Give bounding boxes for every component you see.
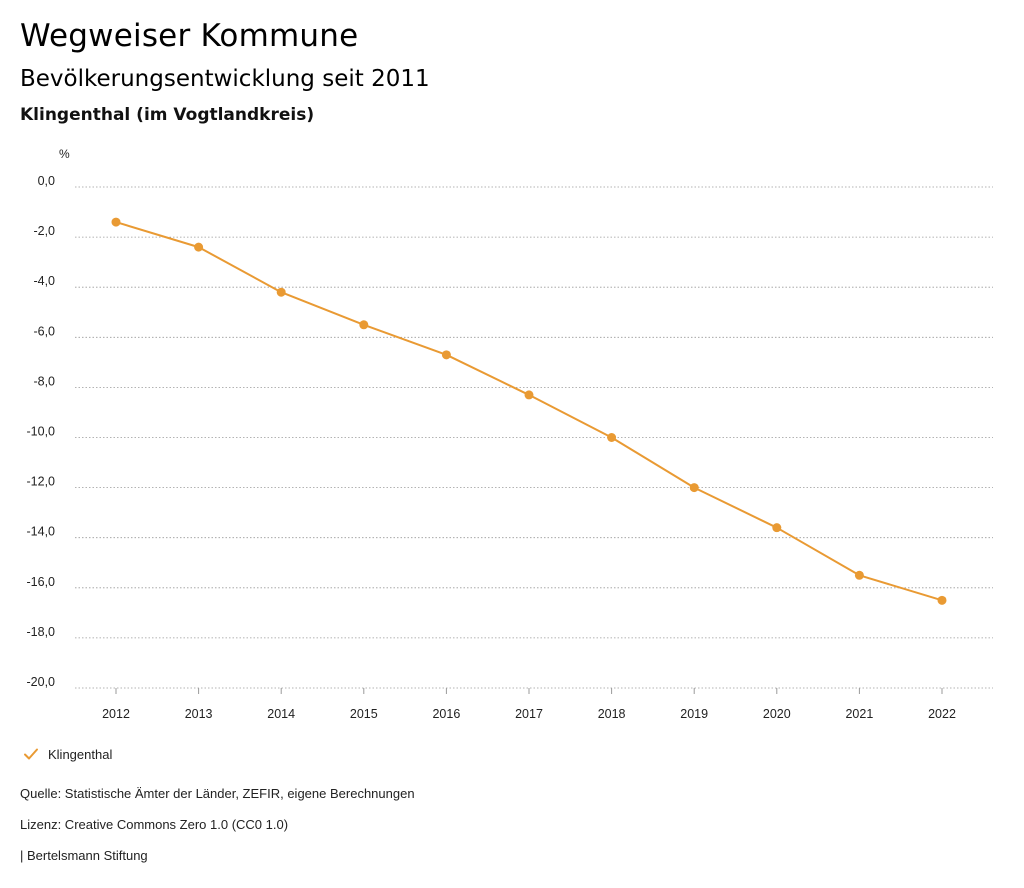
data-point xyxy=(938,596,947,605)
x-tick-label: 2015 xyxy=(350,707,378,721)
source-note: Quelle: Statistische Ämter der Länder, Z… xyxy=(20,786,415,801)
x-tick-label: 2022 xyxy=(928,707,956,721)
y-tick-label: -6,0 xyxy=(33,324,55,338)
data-point xyxy=(855,571,864,580)
y-tick-label: -20,0 xyxy=(27,675,56,689)
y-tick-label: -16,0 xyxy=(27,575,56,589)
y-tick-label: -4,0 xyxy=(33,274,55,288)
grid-lines xyxy=(75,187,993,688)
y-tick-label: 0,0 xyxy=(38,174,55,188)
x-tick-label: 2014 xyxy=(267,707,295,721)
data-point xyxy=(525,390,534,399)
x-tick-label: 2012 xyxy=(102,707,130,721)
series-line xyxy=(116,222,942,600)
data-point xyxy=(690,483,699,492)
legend-label: Klingenthal xyxy=(48,747,112,762)
legend[interactable]: Klingenthal xyxy=(22,745,112,763)
data-point xyxy=(607,433,616,442)
y-tick-label: -18,0 xyxy=(27,625,56,639)
x-tick-label: 2013 xyxy=(185,707,213,721)
x-tick-label: 2019 xyxy=(680,707,708,721)
y-tick-label: -2,0 xyxy=(33,224,55,238)
x-tick-label: 2016 xyxy=(432,707,460,721)
x-axis-ticks: 2012 2013 2014 2015 2016 2017 2018 2019 2020 2021… xyxy=(102,688,956,721)
y-tick-label: -10,0 xyxy=(27,425,56,439)
publisher-note: | Bertelsmann Stiftung xyxy=(20,848,148,863)
x-tick-label: 2021 xyxy=(845,707,873,721)
y-tick-label: -8,0 xyxy=(33,374,55,388)
x-tick-label: 2017 xyxy=(515,707,543,721)
y-tick-label: -14,0 xyxy=(27,525,56,539)
y-tick-label: -12,0 xyxy=(27,475,56,489)
license-note: Lizenz: Creative Commons Zero 1.0 (CC0 1… xyxy=(20,817,288,832)
data-point xyxy=(112,218,121,227)
y-axis-ticks: 0,0 -2,0 -4,0 -6,0 -8,0 -10,0 -12,0 -14,0 -16,0 -… xyxy=(27,174,56,689)
x-tick-label: 2020 xyxy=(763,707,791,721)
legend-check-icon xyxy=(22,745,40,763)
series-klingenthal xyxy=(112,218,947,605)
x-tick-label: 2018 xyxy=(598,707,626,721)
data-point xyxy=(194,243,203,252)
data-point xyxy=(277,288,286,297)
data-point xyxy=(442,350,451,359)
data-point xyxy=(359,320,368,329)
data-point xyxy=(772,523,781,532)
